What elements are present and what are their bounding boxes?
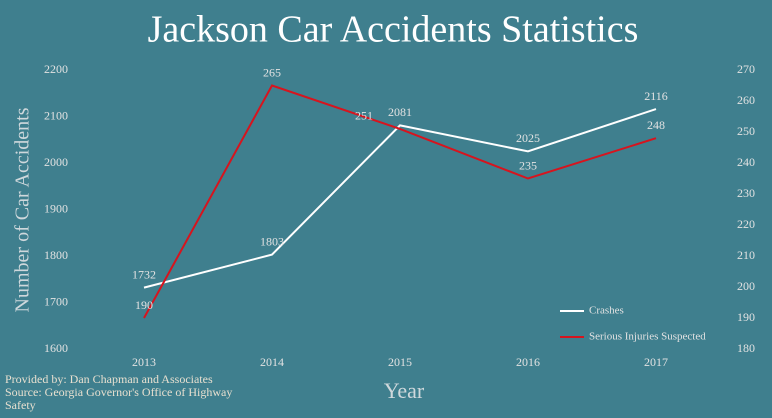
y2-tick-label: 230 [737, 186, 755, 200]
x-tick-label: 2016 [516, 355, 540, 369]
y-tick-label: 1900 [44, 201, 68, 215]
legend-label: Serious Injuries Suspected [589, 331, 706, 343]
legend-label: Crashes [589, 305, 624, 317]
y-tick-label: 1800 [44, 248, 68, 262]
data-label: 251 [355, 109, 373, 123]
y-tick-label: 2200 [44, 62, 68, 76]
data-label: 190 [135, 298, 153, 312]
y2-tick-label: 250 [737, 124, 755, 138]
note: Provided by: Dan Chapman and Associates [5, 372, 213, 386]
data-label: 1803 [260, 234, 284, 248]
series-line [143, 108, 657, 289]
series-line [143, 84, 657, 319]
data-label: 2025 [516, 131, 540, 145]
data-label: 265 [263, 65, 281, 79]
y-tick-label: 2000 [44, 155, 68, 169]
y2-tick-label: 260 [737, 93, 755, 107]
x-axis-title: Year [384, 378, 425, 403]
y2-tick-label: 240 [737, 155, 755, 169]
y2-tick-label: 270 [737, 62, 755, 76]
x-tick-label: 2014 [260, 355, 284, 369]
y2-tick-label: 200 [737, 279, 755, 293]
data-label: 2116 [644, 89, 668, 103]
x-tick-label: 2017 [644, 355, 668, 369]
y-tick-label: 2100 [44, 108, 68, 122]
x-tick-label: 2013 [132, 355, 156, 369]
y-tick-label: 1700 [44, 294, 68, 308]
y2-tick-label: 180 [737, 341, 755, 355]
y-axis-title: Number of Car Accidents [12, 107, 34, 312]
x-tick-label: 2015 [388, 355, 412, 369]
data-label: 248 [647, 118, 665, 132]
y2-tick-label: 220 [737, 217, 755, 231]
data-label: 2081 [388, 105, 412, 119]
data-label: 1732 [132, 267, 156, 281]
data-label: 235 [519, 158, 537, 172]
chart-title: Jackson Car Accidents Statistics [148, 9, 639, 51]
y2-tick-label: 210 [737, 248, 755, 262]
note: Source: Georgia Governor's Office of Hig… [5, 385, 233, 412]
y-tick-label: 1600 [44, 341, 68, 355]
y2-tick-label: 190 [737, 310, 755, 324]
